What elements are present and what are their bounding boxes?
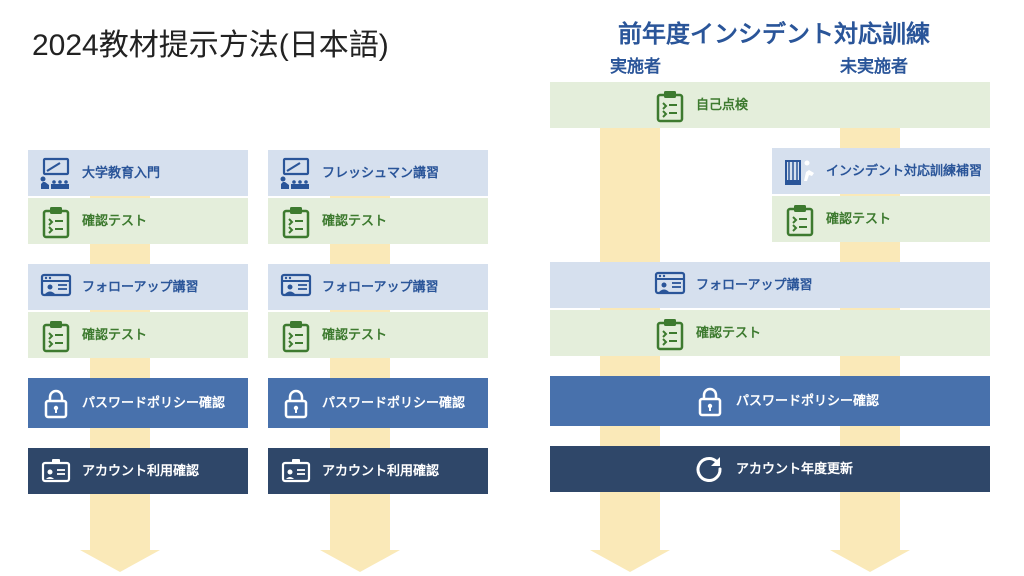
card-confirm-test: 確認テスト [772,196,990,242]
incident-icon [780,153,820,189]
id-badge-icon [276,453,316,489]
card-label: アカウント年度更新 [730,461,982,477]
page-title-right: 前年度インシデント対応訓練 [554,14,994,49]
card-label: 確認テスト [316,327,480,343]
card-password-policy: パスワードポリシー確認 [28,378,248,428]
card-label: 確認テスト [76,213,240,229]
card-password-policy: パスワードポリシー確認 [550,376,990,426]
page-title-left: 2024教材提示方法(日本語) [32,20,389,64]
card-label: パスワードポリシー確認 [730,393,982,409]
id-badge-icon [36,453,76,489]
card-label: 確認テスト [820,211,982,227]
column-1: 大学教育入門 確認テスト フォローアップ講習 確認テスト パスワードポリシー確認… [28,150,248,496]
clipboard-icon [36,203,76,239]
card-university-intro: 大学教育入門 [28,150,248,196]
card-label: 大学教育入門 [76,165,240,181]
card-label: フォローアップ講習 [316,279,480,295]
column-3: 自己点検 インシデント対応訓練補習 確認テスト フォローアップ講習 確認テスト … [550,82,990,494]
card-confirm-test: 確認テスト [268,312,488,358]
card-confirm-test: 確認テスト [268,198,488,244]
screen-user-icon [36,269,76,305]
card-label: フレッシュマン講習 [316,165,480,181]
lock-icon [276,385,316,421]
card-label: フォローアップ講習 [690,277,982,293]
screen-user-icon [276,269,316,305]
card-label: パスワードポリシー確認 [76,395,240,411]
card-followup: フォローアップ講習 [268,264,488,310]
card-password-policy: パスワードポリシー確認 [268,378,488,428]
card-incident-training: インシデント対応訓練補習 [772,148,990,194]
card-label: 確認テスト [76,327,240,343]
column-2: フレッシュマン講習 確認テスト フォローアップ講習 確認テスト パスワードポリシ… [268,150,488,496]
card-label: 確認テスト [690,325,982,341]
card-label: インシデント対応訓練補習 [820,163,982,179]
card-followup: フォローアップ講習 [550,262,990,308]
clipboard-icon [650,87,690,123]
card-label: アカウント利用確認 [76,463,240,479]
screen-user-icon [650,267,690,303]
clipboard-icon [276,317,316,353]
sublabel-done: 実施者 [610,52,661,77]
card-label: 自己点検 [690,97,982,113]
card-self-check: 自己点検 [550,82,990,128]
card-confirm-test: 確認テスト [28,312,248,358]
card-account-renewal: アカウント年度更新 [550,446,990,492]
card-label: 確認テスト [316,213,480,229]
presentation-icon [276,155,316,191]
lock-icon [690,383,730,419]
sublabel-notdone: 未実施者 [840,52,908,77]
card-label: パスワードポリシー確認 [316,395,480,411]
card-label: アカウント利用確認 [316,463,480,479]
refresh-icon [690,451,730,487]
clipboard-icon [36,317,76,353]
card-account-usage: アカウント利用確認 [268,448,488,494]
card-confirm-test: 確認テスト [550,310,990,356]
card-account-usage: アカウント利用確認 [28,448,248,494]
clipboard-icon [276,203,316,239]
card-confirm-test: 確認テスト [28,198,248,244]
card-freshman: フレッシュマン講習 [268,150,488,196]
presentation-icon [36,155,76,191]
lock-icon [36,385,76,421]
clipboard-icon [650,315,690,351]
card-label: フォローアップ講習 [76,279,240,295]
clipboard-icon [780,201,820,237]
card-followup: フォローアップ講習 [28,264,248,310]
